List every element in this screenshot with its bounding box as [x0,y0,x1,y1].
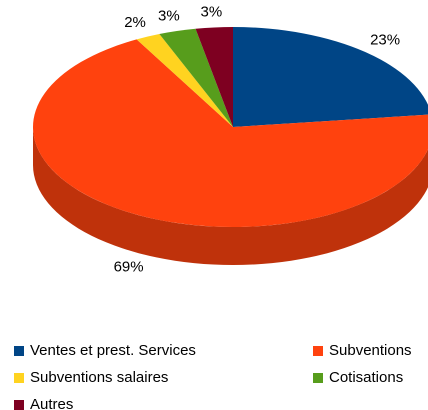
slice [33,39,428,227]
slice-side [33,127,428,265]
legend-label: Cotisations [329,369,403,386]
legend-label: Autres [30,396,73,410]
legend-label: Ventes et prest. Services [30,342,196,359]
legend-label: Subventions salaires [30,369,168,386]
legend-swatch [14,373,24,383]
legend-swatch [14,346,24,356]
data-label: 2% [124,14,146,31]
data-label: 69% [114,258,144,275]
data-label: 3% [201,3,223,20]
legend-swatch [313,346,323,356]
legend-swatch [313,373,323,383]
slice [136,34,233,127]
legend-label: Subventions [329,342,412,359]
slice [159,28,233,128]
slice [233,27,428,127]
legend-swatch [14,400,24,410]
data-label: 3% [158,8,180,25]
slice [195,27,233,127]
data-label: 23% [370,32,400,49]
